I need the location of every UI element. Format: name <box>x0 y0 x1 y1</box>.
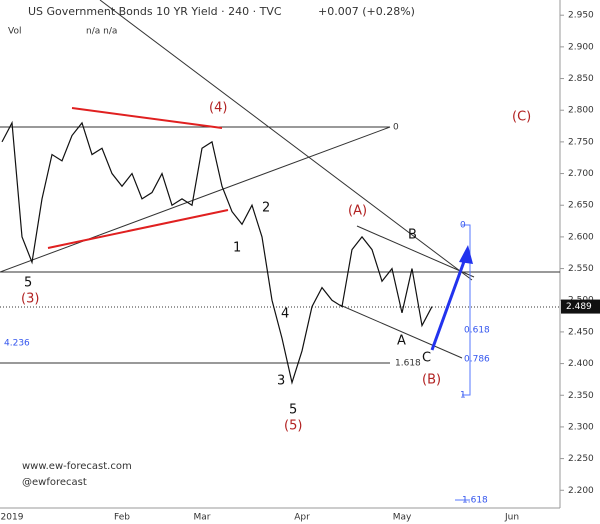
trendline <box>99 0 473 281</box>
wave-label: (C) <box>512 110 531 125</box>
wave-label: 1 <box>233 241 241 256</box>
fib-label: 0 <box>393 123 399 133</box>
wave-label: 4 <box>281 307 289 322</box>
x-tick-label: 2019 <box>1 513 24 523</box>
drawings <box>0 0 560 501</box>
y-tick-label: 2.950 <box>568 11 594 21</box>
y-tick-label: 2.900 <box>568 42 594 52</box>
last-price-label: 2.489 <box>566 302 592 312</box>
y-tick-label: 2.700 <box>568 169 594 179</box>
wave-label: (3) <box>21 292 39 307</box>
watermark: www.ew-forecast.com <box>22 461 132 472</box>
fib-label: 1 <box>460 391 466 401</box>
fib-label: 0.786 <box>464 355 490 365</box>
fib-label: 0 <box>460 221 466 231</box>
wave-label: (A) <box>348 204 367 219</box>
vol: Vol <box>8 27 21 37</box>
fib-box <box>462 224 471 396</box>
y-tick-label: 2.300 <box>568 422 594 432</box>
wave-label: 2 <box>262 201 270 216</box>
wave-label: 5 <box>24 276 32 291</box>
y-tick-label: 2.850 <box>568 74 594 84</box>
y-tick-label: 2.650 <box>568 201 594 211</box>
y-tick-label: 2.750 <box>568 137 594 147</box>
title: US Government Bonds 10 YR Yield · 240 · … <box>28 5 282 18</box>
wave-label: 5 <box>289 403 297 418</box>
y-tick-label: 2.800 <box>568 106 594 116</box>
trendline <box>0 126 391 273</box>
y-tick-label: 2.450 <box>568 327 594 337</box>
fib-label: 1.618 <box>395 359 421 369</box>
vol-values: n/a n/a <box>86 27 117 37</box>
change: +0.007 (+0.28%) <box>318 5 415 18</box>
trendline-red <box>47 209 229 249</box>
wave-label: (B) <box>422 373 441 388</box>
x-tick-label: Jun <box>504 513 519 523</box>
fib-label: 1.618 <box>462 496 488 506</box>
channel <box>356 225 475 278</box>
channel <box>339 304 463 359</box>
fib-label: 4.236 <box>4 339 30 349</box>
y-tick-label: 2.350 <box>568 391 594 401</box>
fib-label: 0.618 <box>464 326 490 336</box>
y-tick-label: 2.600 <box>568 232 594 242</box>
x-tick-label: Mar <box>194 513 211 523</box>
last-price-tag <box>561 299 600 314</box>
wave-label: C <box>422 351 431 366</box>
x-tick-label: Apr <box>294 513 310 523</box>
x-tick-label: Feb <box>114 513 130 523</box>
price-line <box>1 120 433 385</box>
arrow-head <box>459 245 473 264</box>
wave-label: B <box>408 228 417 243</box>
watermark: @ewforecast <box>22 477 87 488</box>
arrow <box>430 255 468 351</box>
x-tick-label: May <box>393 513 412 523</box>
wave-label: A <box>397 334 406 349</box>
y-tick-label: 2.550 <box>568 264 594 274</box>
wave-label: 3 <box>277 374 285 389</box>
wave-label: (5) <box>284 419 302 434</box>
trendline-red <box>71 107 223 129</box>
y-tick-label: 2.200 <box>568 486 594 496</box>
y-tick-label: 2.400 <box>568 359 594 369</box>
y-tick-label: 2.250 <box>568 454 594 464</box>
wave-label: (4) <box>209 101 227 116</box>
